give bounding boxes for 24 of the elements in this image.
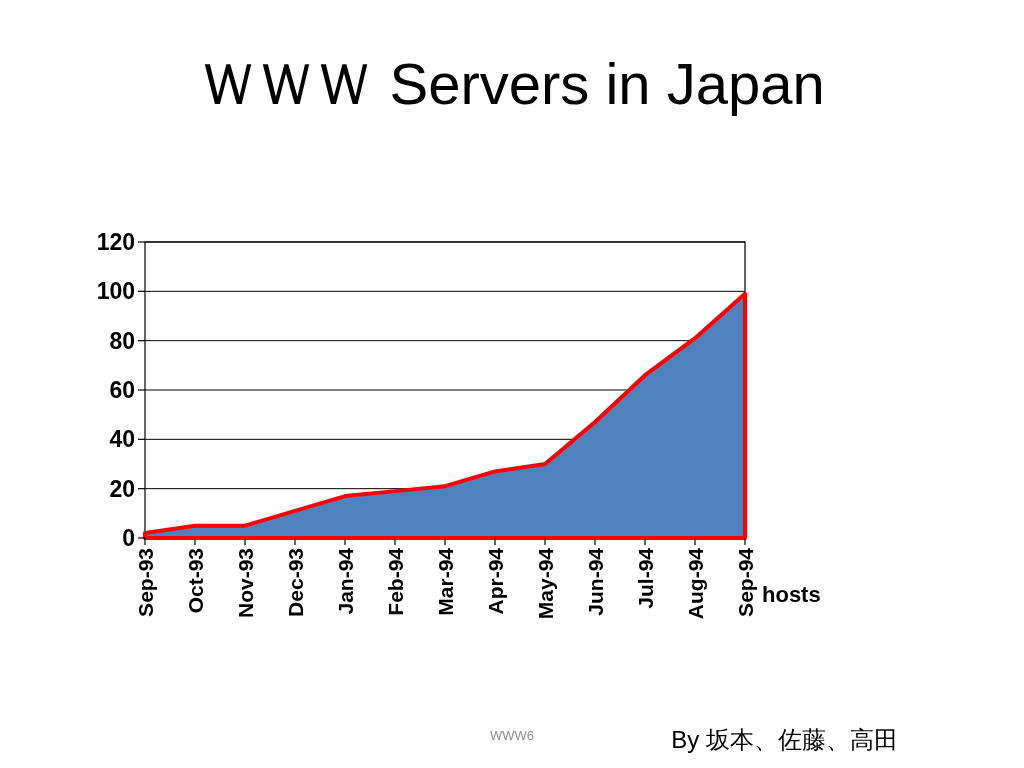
ytick-label: 20 (109, 475, 135, 502)
series-label: hosts (762, 582, 821, 607)
xtick-label: Jul-94 (634, 548, 657, 609)
ytick-label: 40 (109, 426, 135, 453)
ytick-label: 0 (122, 525, 135, 551)
xtick-label: Nov-93 (234, 548, 257, 619)
title: ＷＷＷ Servers in Japan (199, 51, 825, 116)
xtick-label: Apr-94 (484, 548, 507, 615)
ytick-label: 80 (109, 327, 135, 354)
ytick-label: 60 (109, 377, 135, 403)
xtick-label: Feb-94 (384, 548, 407, 616)
ytick-label: 100 (96, 278, 135, 305)
xtick-label: Aug-94 (684, 548, 707, 620)
annotation: WWW6 (490, 728, 534, 743)
xtick-label: Jun-94 (584, 548, 607, 616)
xtick-label: Sep-93 (134, 548, 157, 617)
xtick-label: Jan-94 (334, 548, 357, 615)
ytick-label: 120 (96, 229, 135, 255)
xtick-label: Sep-94 (734, 548, 757, 617)
xtick-label: May-94 (534, 548, 557, 620)
xtick-label: Mar-94 (434, 548, 457, 616)
xtick-label: Dec-93 (284, 548, 307, 617)
annotation: By 坂本、佐藤、高田 (671, 726, 898, 753)
xtick-label: Oct-93 (184, 548, 207, 614)
